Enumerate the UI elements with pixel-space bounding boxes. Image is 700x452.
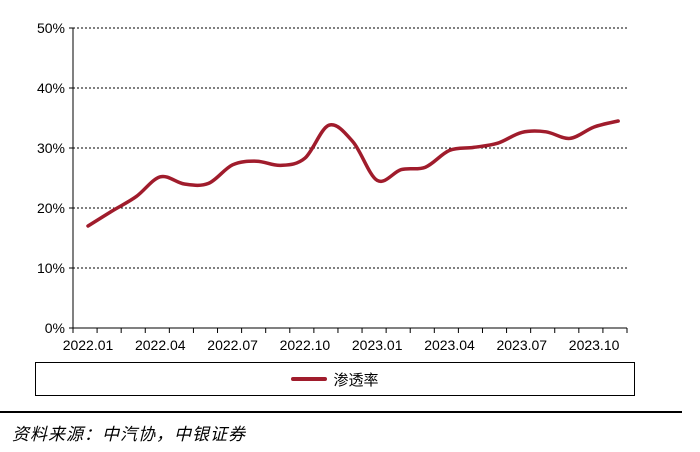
line-chart: 0%10%20%30%40%50% 2022.01 2022.04 2022.07 2… (37, 20, 628, 353)
y-tick-label: 40% (37, 80, 65, 96)
y-tick-label: 0% (45, 320, 65, 336)
x-tick-label: 2022.04 (135, 337, 186, 353)
y-tick-label: 20% (37, 200, 65, 216)
legend-label: 渗透率 (333, 370, 379, 389)
legend-swatch (291, 377, 328, 381)
source-note: 资料来源：中汽协，中银证券 (12, 425, 246, 445)
x-tick-label: 2023.01 (352, 337, 403, 353)
x-tick-label: 2023.04 (424, 337, 475, 353)
grid-lines (73, 27, 627, 269)
x-tick-labels: 2022.01 2022.04 2022.07 2022.10 2023.01 2023.… (63, 337, 620, 353)
x-tick-label: 2022.10 (280, 337, 331, 353)
legend: 渗透率 (35, 362, 635, 396)
axes (69, 27, 628, 333)
series-lines (86, 119, 620, 228)
source-divider (0, 411, 682, 413)
series-line-penetration-rate (86, 119, 620, 228)
x-tick-label: 2023.07 (496, 337, 547, 353)
legend-item-penetration-rate: 渗透率 (291, 369, 379, 390)
x-tick-label: 2022.01 (63, 337, 114, 353)
y-tick-label: 50% (37, 20, 65, 36)
x-tick-label: 2023.10 (569, 337, 620, 353)
y-tick-label: 30% (37, 140, 65, 156)
y-tick-label: 10% (37, 260, 65, 276)
y-tick-labels: 0% 10% 20% 30% 40% 50% (37, 20, 65, 336)
x-tick-label: 2022.07 (207, 337, 258, 353)
